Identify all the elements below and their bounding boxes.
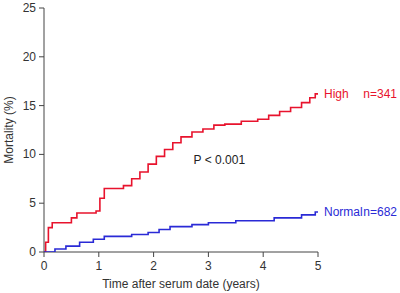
- legend-label: Normal: [324, 205, 363, 219]
- y-tick: [39, 105, 44, 106]
- annotation: P < 0.001: [194, 153, 246, 167]
- x-tick-label: 5: [315, 259, 322, 273]
- x-tick: [153, 252, 154, 257]
- x-tick-label: 3: [205, 259, 212, 273]
- y-tick-label: 0: [29, 245, 36, 259]
- y-tick-label: 25: [23, 1, 37, 15]
- x-tick-label: 4: [260, 259, 267, 273]
- x-axis-label: Time after serum date (years): [102, 277, 260, 291]
- y-tick-label: 10: [23, 147, 37, 161]
- y-tick-label: 15: [23, 99, 37, 113]
- sample-size-label: n=341: [363, 87, 397, 101]
- series-line: [44, 94, 318, 252]
- series-line: [44, 212, 318, 252]
- sample-size-label: n=682: [363, 205, 397, 219]
- y-tick: [39, 8, 44, 9]
- legend-label: High: [324, 87, 349, 101]
- y-axis: [44, 8, 45, 252]
- x-tick: [44, 252, 45, 257]
- y-tick-label: 20: [23, 50, 37, 64]
- y-tick-label: 5: [29, 196, 36, 210]
- y-tick: [39, 56, 44, 57]
- x-tick-label: 1: [95, 259, 102, 273]
- y-tick: [39, 203, 44, 204]
- x-tick-label: 0: [41, 259, 48, 273]
- y-tick: [39, 154, 44, 155]
- x-tick: [263, 252, 264, 257]
- x-tick: [208, 252, 209, 257]
- y-axis-label: Mortality (%): [2, 96, 16, 163]
- x-tick-label: 2: [150, 259, 157, 273]
- chart: 0 5 10 15 20 25 0 1 2 3 4 5 Time after serum date (y…: [0, 0, 400, 293]
- y-tick: [39, 252, 44, 253]
- x-tick: [98, 252, 99, 257]
- x-tick: [318, 252, 319, 257]
- plot-area: [44, 94, 318, 252]
- x-axis: [44, 252, 318, 253]
